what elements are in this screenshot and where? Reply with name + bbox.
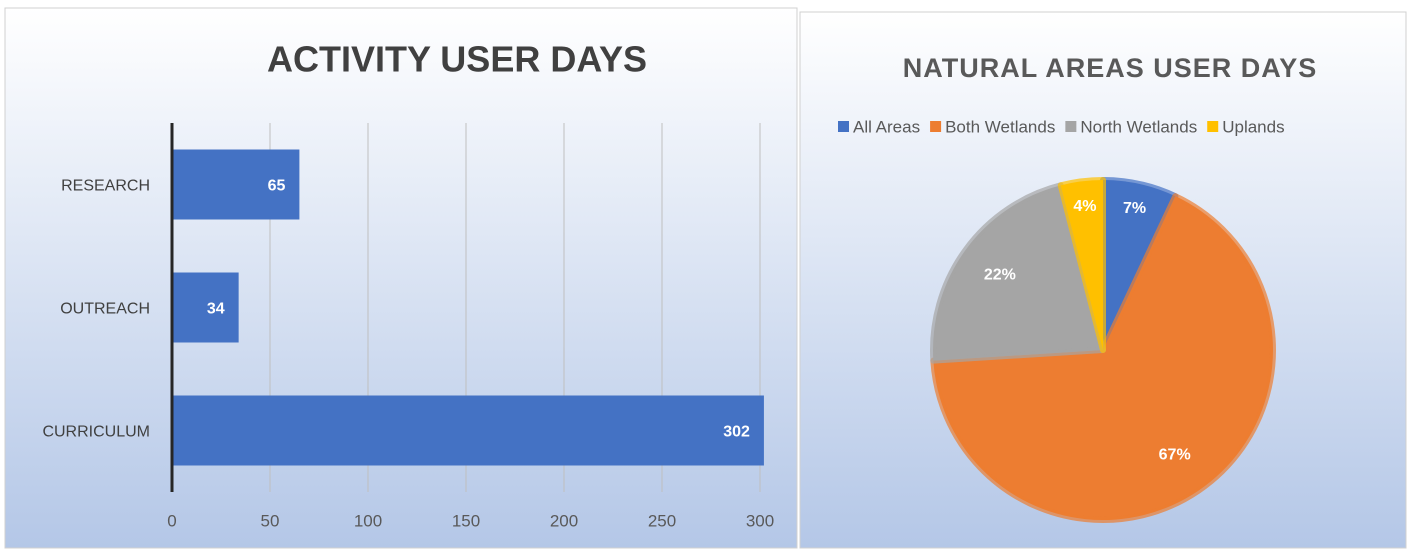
- bar: [172, 395, 764, 466]
- x-tick-label: 150: [452, 511, 480, 530]
- data-label: 67%: [1159, 447, 1191, 464]
- pie-slice: [930, 182, 1106, 364]
- bar-panel: [4, 7, 798, 549]
- bar-title: ACTIVITY USER DAYS: [267, 39, 647, 80]
- x-tick-label: 300: [746, 511, 774, 530]
- legend-label: Both Wetlands: [945, 117, 1055, 136]
- pie-slice: [1057, 177, 1106, 353]
- y-tick-label: CURRICULUM: [42, 424, 150, 441]
- y-tick-label: OUTREACH: [60, 301, 150, 318]
- bar: [172, 149, 300, 220]
- legend-swatch: [930, 121, 942, 132]
- legend-label: All Areas: [853, 117, 920, 136]
- legend-swatch: [1207, 121, 1219, 132]
- legend-swatch: [838, 121, 849, 132]
- x-tick-label: 100: [354, 511, 382, 530]
- data-label: 34: [207, 301, 225, 318]
- data-label: 65: [268, 178, 286, 195]
- y-tick-label: RESEARCH: [61, 178, 150, 195]
- data-label: 22%: [984, 266, 1016, 283]
- x-tick-label: 50: [261, 511, 280, 530]
- x-tick-label: 200: [550, 511, 578, 530]
- pie-slice: [930, 193, 1276, 523]
- pie-title: NATURAL AREAS USER DAYS: [903, 53, 1318, 83]
- data-label: 7%: [1123, 200, 1146, 217]
- data-label: 302: [723, 424, 750, 441]
- x-tick-label: 250: [648, 511, 676, 530]
- bar: [172, 272, 239, 343]
- legend-label: North Wetlands: [1080, 117, 1197, 136]
- x-tick-label: 0: [167, 511, 176, 530]
- legend-label: Uplands: [1222, 117, 1284, 136]
- legend-swatch: [1065, 121, 1077, 132]
- data-label: 4%: [1073, 198, 1096, 215]
